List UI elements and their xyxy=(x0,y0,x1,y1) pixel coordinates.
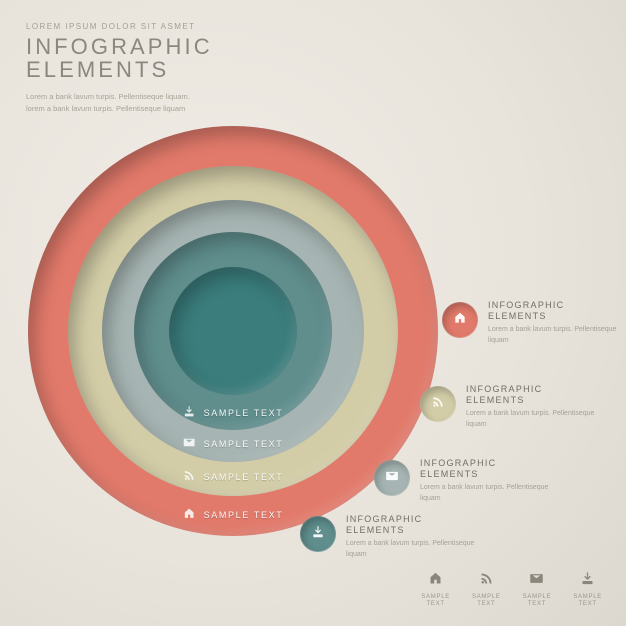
home-icon xyxy=(428,571,443,591)
footer-icons: SAMPLETEXT SAMPLETEXT SAMPLETEXT SAMPLETEXT xyxy=(421,571,602,608)
legend-entry-home: INFOGRAPHICELEMENTS Lorem a bank lavum tu… xyxy=(488,300,626,346)
footer-home: SAMPLETEXT xyxy=(421,571,450,608)
mail-icon xyxy=(529,571,544,591)
header-eyebrow: LOREM IPSUM DOLOR SIT ASMET xyxy=(26,22,246,31)
legend-body: Lorem a bank lavum turpis. Pellentiseque… xyxy=(346,539,486,560)
footer-rss: SAMPLETEXT xyxy=(472,571,501,608)
ring-5 xyxy=(169,267,297,395)
legend-subtitle: ELEMENTS xyxy=(488,311,626,321)
legend-title: INFOGRAPHIC xyxy=(346,514,486,524)
legend-subtitle: ELEMENTS xyxy=(420,469,560,479)
mail-icon xyxy=(183,436,196,451)
footer-mail: SAMPLETEXT xyxy=(523,571,552,608)
home-icon xyxy=(453,311,467,330)
legend-dot-download xyxy=(300,516,336,552)
header-title: INFOGRAPHIC ELEMENTS xyxy=(26,35,246,81)
legend-body: Lorem a bank lavum turpis. Pellentiseque… xyxy=(420,483,560,504)
legend-dot-rss xyxy=(420,386,456,422)
legend-entry-mail: INFOGRAPHICELEMENTS Lorem a bank lavum tu… xyxy=(420,458,560,504)
legend-entry-rss: INFOGRAPHICELEMENTS Lorem a bank lavum tu… xyxy=(466,384,606,430)
legend-subtitle: ELEMENTS xyxy=(346,525,486,535)
ring-2-label: SAMPLE TEXT xyxy=(183,469,284,484)
rss-icon xyxy=(183,469,196,484)
legend-title: INFOGRAPHIC xyxy=(466,384,606,394)
rss-icon xyxy=(479,571,494,591)
download-icon xyxy=(311,525,325,544)
legend-title: INFOGRAPHIC xyxy=(420,458,560,468)
legend-title: INFOGRAPHIC xyxy=(488,300,626,310)
download-icon xyxy=(183,405,196,420)
header-block: LOREM IPSUM DOLOR SIT ASMET INFOGRAPHIC … xyxy=(26,22,246,114)
legend-subtitle: ELEMENTS xyxy=(466,395,606,405)
header-body: Lorem a bank lavum turpis. Pellentiseque… xyxy=(26,91,206,114)
legend-dot-home xyxy=(442,302,478,338)
legend-entry-download: INFOGRAPHICELEMENTS Lorem a bank lavum tu… xyxy=(346,514,486,560)
legend-body: Lorem a bank lavum turpis. Pellentiseque… xyxy=(488,325,626,346)
home-icon xyxy=(183,507,196,522)
ring-4-label: SAMPLE TEXT xyxy=(183,405,284,420)
download-icon xyxy=(580,571,595,591)
mail-icon xyxy=(385,469,399,488)
legend-body: Lorem a bank lavum turpis. Pellentiseque… xyxy=(466,409,606,430)
ring-1-label: SAMPLE TEXT xyxy=(183,507,284,522)
ring-3-label: SAMPLE TEXT xyxy=(183,436,284,451)
legend-dot-mail xyxy=(374,460,410,496)
footer-download: SAMPLETEXT xyxy=(573,571,602,608)
rss-icon xyxy=(431,395,445,414)
